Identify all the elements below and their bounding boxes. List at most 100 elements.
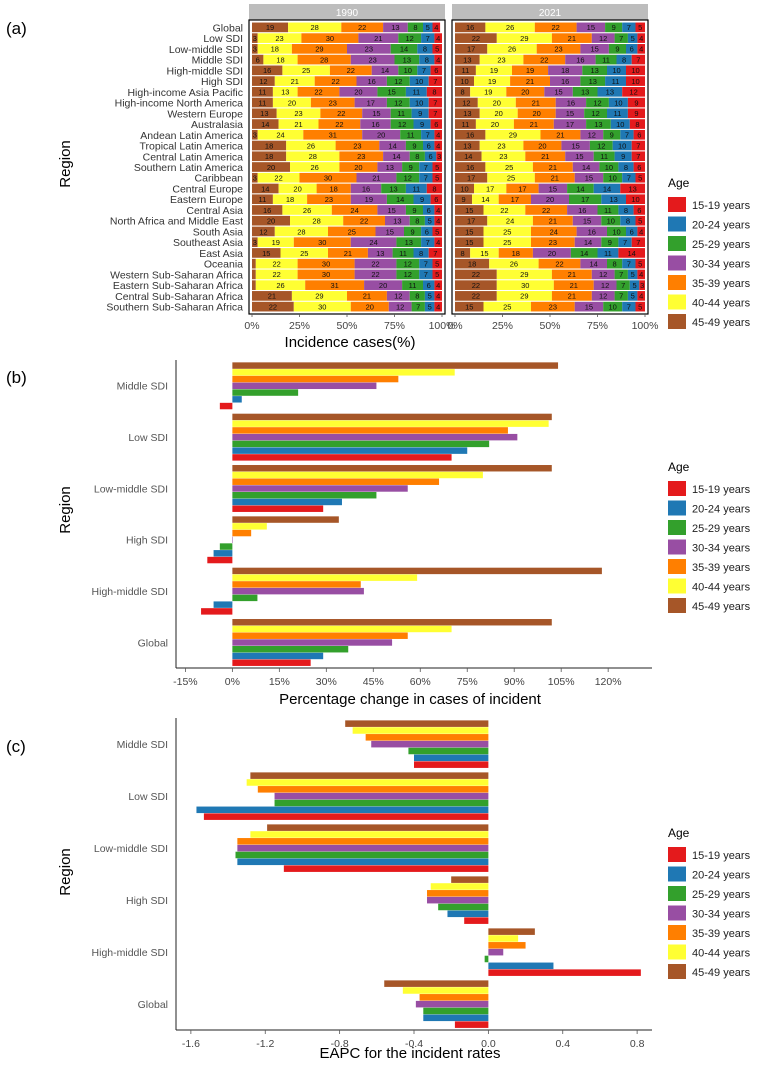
stacked-bar-segment [252, 129, 258, 140]
segment-value-label: 5 [435, 260, 439, 269]
bar [232, 523, 267, 530]
legend-swatch [668, 275, 686, 290]
stacked-bar-segment [532, 215, 573, 226]
stacked-bar-segment [635, 258, 645, 269]
segment-value-label: 9 [634, 98, 638, 107]
bar [232, 652, 324, 660]
segment-value-label: 16 [466, 163, 474, 172]
stacked-bar-segment [291, 44, 347, 54]
stacked-bar-segment [455, 258, 490, 269]
stacked-bar-segment [398, 65, 418, 76]
segment-value-label: 25 [348, 227, 356, 236]
segment-value-label: 16 [466, 131, 474, 140]
stacked-bar-segment [377, 86, 406, 97]
region-label: Low-middle SDI [169, 44, 243, 56]
segment-value-label: 12 [597, 141, 605, 150]
region-label: Australasia [191, 119, 243, 131]
segment-value-label: 24 [550, 227, 558, 236]
stacked-bar-segment [404, 226, 422, 237]
segment-value-label: 17 [518, 184, 526, 193]
bar [371, 740, 489, 748]
bar [345, 720, 489, 727]
segment-value-label: 23 [365, 45, 373, 54]
region-label: Central Europe [172, 183, 243, 195]
segment-value-label: 13 [463, 141, 471, 150]
segment-value-label: 5 [428, 217, 432, 226]
region-label: High-middle SDI [167, 65, 243, 77]
stacked-bar-segment [455, 108, 480, 119]
segment-value-label: 20 [377, 131, 385, 140]
segment-value-label: 16 [567, 98, 575, 107]
stacked-bar-segment [605, 76, 626, 86]
stacked-bar-segment [293, 301, 351, 312]
segment-value-label: 20 [495, 109, 503, 118]
segment-value-label: 15 [587, 23, 595, 32]
segment-value-label: 4 [436, 141, 440, 150]
stacked-bar-segment [293, 237, 351, 248]
segment-value-label: 3 [640, 281, 644, 290]
stacked-bar-segment [252, 33, 258, 43]
stacked-bar-segment [386, 194, 414, 205]
stacked-bar-segment [532, 248, 571, 258]
segment-value-label: 13 [386, 163, 394, 172]
legend-label: 15-19 years [692, 200, 751, 212]
segment-value-label: 23 [275, 34, 283, 43]
segment-value-label: 29 [520, 292, 528, 301]
segment-value-label: 21 [294, 120, 302, 129]
segment-value-label: 16 [362, 184, 370, 193]
segment-value-label: 7 [422, 66, 426, 75]
stacked-bar-segment [631, 54, 645, 65]
segment-value-label: 12 [394, 77, 402, 86]
stacked-bar-segment [423, 22, 433, 33]
segment-value-label: 10 [460, 184, 468, 193]
segment-value-label: 14 [388, 141, 396, 150]
segment-value-label: 5 [435, 227, 439, 236]
segment-value-label: 19 [488, 77, 496, 86]
segment-value-label: 7 [621, 281, 625, 290]
stacked-bar-segment [252, 301, 294, 312]
stacked-bar-segment [278, 183, 317, 194]
segment-value-label: 11 [612, 77, 620, 86]
segment-value-label: 19 [526, 66, 534, 75]
stacked-bar-segment [343, 215, 385, 226]
stacked-bar-segment [515, 97, 556, 108]
segment-value-label: 22 [542, 206, 550, 215]
stacked-bar-segment [603, 301, 623, 312]
segment-value-label: 23 [499, 152, 507, 161]
region-label: Oceania [204, 259, 243, 271]
stacked-bar-segment [432, 172, 442, 183]
legend-swatch [668, 598, 686, 613]
stacked-bar-segment [455, 248, 471, 258]
stacked-bar-segment [434, 140, 442, 151]
stacked-bar-segment [479, 108, 518, 119]
stacked-bar-segment [419, 172, 433, 183]
segment-value-label: 10 [404, 66, 412, 75]
segment-value-label: 28 [311, 23, 319, 32]
stacked-bar-segment [470, 248, 499, 258]
stacked-bar-segment [455, 183, 474, 194]
stacked-bar-segment [622, 172, 636, 183]
stacked-bar-segment [580, 76, 606, 86]
segment-value-label: 6 [256, 55, 260, 64]
stacked-bar-segment [517, 108, 556, 119]
x-tick-label: 90% [504, 676, 525, 688]
stacked-bar-segment [282, 205, 332, 215]
segment-value-label: 13 [389, 184, 397, 193]
stacked-bar-segment [305, 280, 365, 290]
stacked-bar-segment [487, 172, 535, 183]
stacked-bar-segment [572, 215, 602, 226]
legend-label: 20-24 years [692, 504, 751, 516]
segment-value-label: 26 [510, 260, 518, 269]
segment-value-label: 24 [276, 131, 284, 140]
segment-value-label: 5 [428, 292, 432, 301]
stacked-bar-segment [339, 151, 384, 162]
bar [232, 369, 455, 376]
stacked-bar-segment [423, 205, 435, 215]
stacked-bar-segment [635, 215, 645, 226]
bar [232, 433, 518, 441]
stacked-bar-segment [637, 291, 645, 301]
segment-value-label: 26 [506, 23, 514, 32]
segment-value-label: 10 [631, 77, 639, 86]
stacked-bar-segment [586, 119, 611, 129]
stacked-bar-segment [421, 226, 433, 237]
